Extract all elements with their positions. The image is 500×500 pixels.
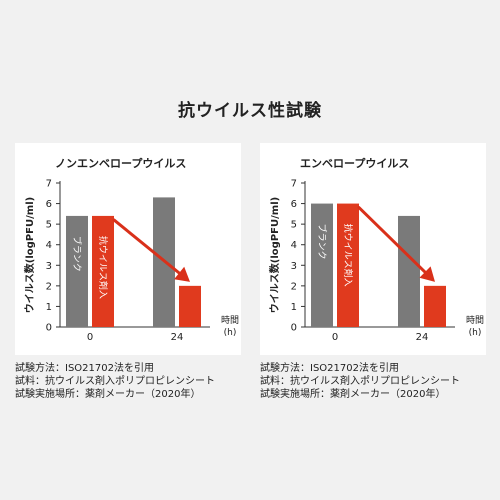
bar-blank-24 — [398, 216, 420, 327]
chart-non-enveloped: 0 1 2 3 4 5 6 7 ウイルス数(logPFU/ml) 0 24 ブランク 抗ウイルス剤入時間… — [15, 143, 241, 355]
y-tick-label: 6 — [46, 199, 52, 210]
y-tick-label: 2 — [291, 281, 297, 292]
y-axis-label: ウイルス数(logPFU/ml) — [23, 197, 36, 313]
chart-enveloped: 0 1 2 3 4 5 6 7 ウイルス数(logPFU/ml) 0 24 ブランク 抗ウイルス剤入時間… — [260, 143, 486, 355]
y-tick-label: 3 — [46, 261, 52, 272]
x-tick-label: 24 — [416, 332, 429, 343]
note-method: 試験方法：ISO21702法を引用 — [260, 362, 460, 375]
y-tick-label: 4 — [46, 240, 52, 251]
x-tick-label: 0 — [87, 332, 93, 343]
x-axis-label: (h) — [224, 328, 237, 338]
page-title: 抗ウイルス性試験 — [0, 96, 500, 121]
test-notes-left: 試験方法：ISO21702法を引用 試料：抗ウイルス剤入ポリプロピレンシート 試… — [15, 362, 215, 401]
chart-panel-enveloped: エンベロープウイルス 0 1 2 3 4 5 6 7 ウイルス数(logPFU/ml) 0 24 ブラ… — [260, 143, 486, 355]
x-tick-label: 24 — [171, 332, 184, 343]
y-tick-label: 7 — [291, 179, 297, 190]
y-tick-label: 1 — [291, 302, 297, 313]
x-axis-label: (h) — [469, 328, 482, 338]
y-tick-label: 7 — [46, 179, 52, 190]
bar-blank-0 — [311, 204, 333, 327]
y-tick-label: 0 — [291, 323, 297, 334]
y-tick-label: 3 — [291, 261, 297, 272]
bar-treated-24 — [424, 286, 446, 327]
chart-panel-non-enveloped: ノンエンベロープウイルス 0 1 2 3 4 5 6 7 ウイルス数(logPFU/ml) 0 24… — [15, 143, 241, 355]
test-notes-right: 試験方法：ISO21702法を引用 試料：抗ウイルス剤入ポリプロピレンシート 試… — [260, 362, 460, 401]
series-label: 抗ウイルス剤入 — [97, 236, 109, 299]
note-sample: 試料：抗ウイルス剤入ポリプロピレンシート — [260, 375, 460, 388]
x-axis-label: 時間 — [466, 315, 484, 326]
note-location: 試験実施場所：薬剤メーカー（2020年） — [260, 388, 460, 401]
note-method: 試験方法：ISO21702法を引用 — [15, 362, 215, 375]
series-label: ブランク — [71, 236, 83, 272]
y-tick-label: 5 — [46, 220, 52, 231]
y-tick-label: 1 — [46, 302, 52, 313]
y-tick-label: 2 — [46, 281, 52, 292]
y-tick-label: 0 — [46, 323, 52, 334]
y-tick-label: 4 — [291, 240, 297, 251]
y-tick-label: 6 — [291, 199, 297, 210]
note-sample: 試料：抗ウイルス剤入ポリプロピレンシート — [15, 375, 215, 388]
y-axis-label: ウイルス数(logPFU/ml) — [268, 197, 281, 313]
series-label: ブランク — [316, 224, 328, 260]
x-axis-label: 時間 — [221, 315, 239, 326]
x-tick-label: 0 — [332, 332, 338, 343]
note-location: 試験実施場所：薬剤メーカー（2020年） — [15, 388, 215, 401]
y-tick-label: 5 — [291, 220, 297, 231]
series-label: 抗ウイルス剤入 — [342, 224, 354, 287]
bar-treated-24 — [179, 286, 201, 327]
